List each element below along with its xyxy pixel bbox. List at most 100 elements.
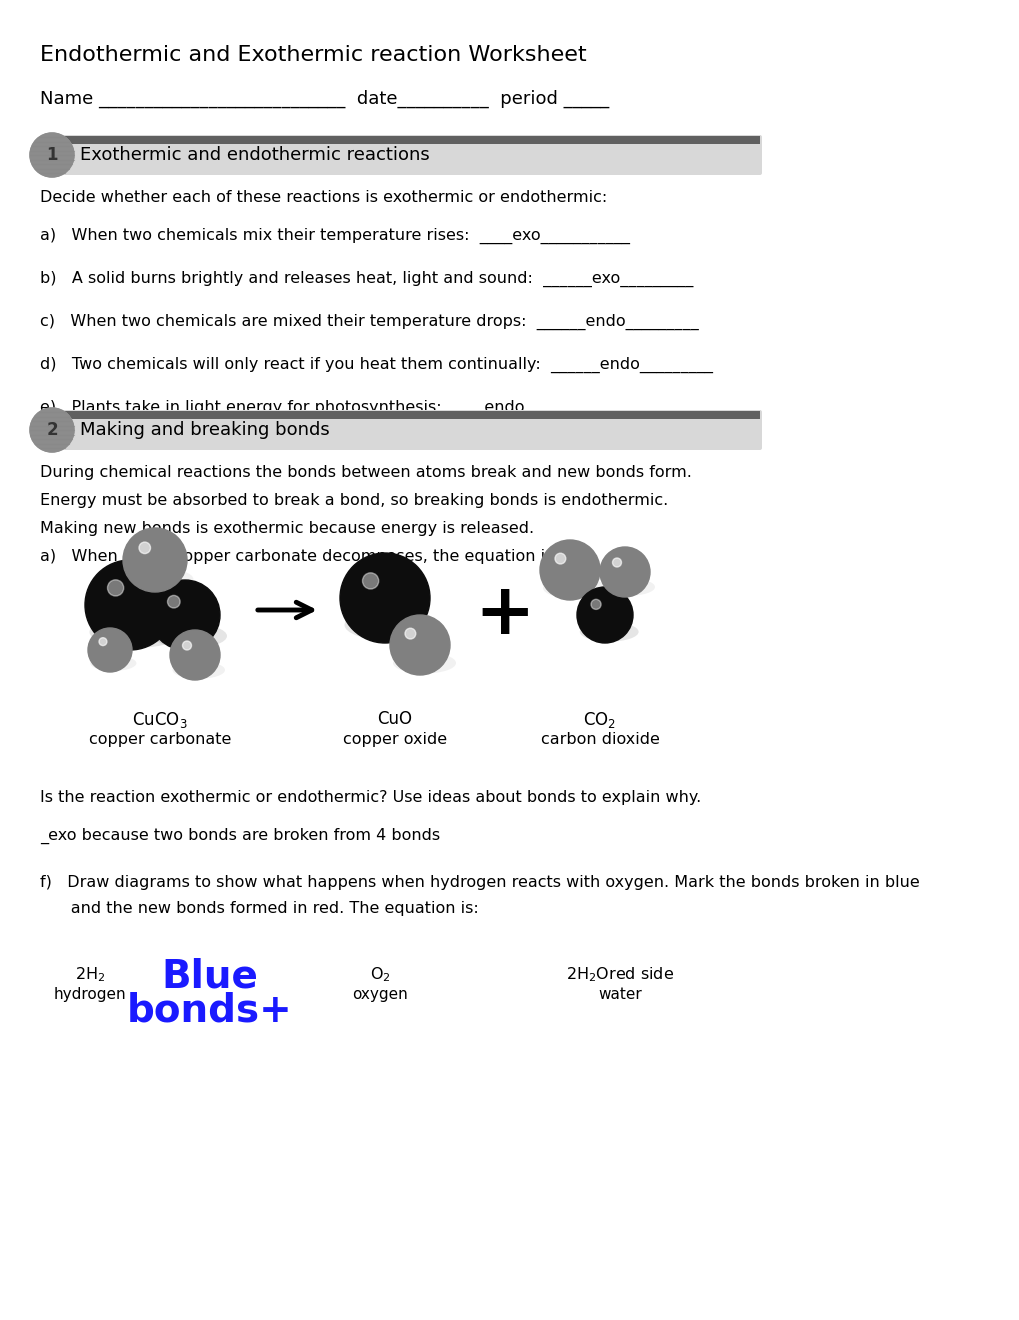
Circle shape <box>88 564 171 645</box>
Circle shape <box>165 595 201 631</box>
Circle shape <box>32 135 72 176</box>
Circle shape <box>140 545 165 570</box>
Circle shape <box>183 644 202 663</box>
Circle shape <box>92 566 167 642</box>
Circle shape <box>160 590 207 638</box>
Circle shape <box>373 586 387 601</box>
Circle shape <box>102 577 153 628</box>
Circle shape <box>582 591 626 636</box>
Text: water: water <box>597 987 641 1002</box>
Circle shape <box>415 640 418 643</box>
Circle shape <box>182 643 204 664</box>
Text: Making and breaking bonds: Making and breaking bonds <box>79 421 329 440</box>
Circle shape <box>556 557 578 578</box>
Circle shape <box>88 628 131 672</box>
Circle shape <box>157 587 210 640</box>
Circle shape <box>191 651 193 653</box>
Circle shape <box>90 565 169 644</box>
Circle shape <box>179 610 182 612</box>
Circle shape <box>190 649 196 655</box>
Circle shape <box>593 603 611 622</box>
Circle shape <box>552 553 583 583</box>
Circle shape <box>138 543 168 573</box>
Ellipse shape <box>344 610 438 640</box>
Circle shape <box>565 565 568 568</box>
Circle shape <box>585 595 622 632</box>
Circle shape <box>582 593 625 635</box>
Circle shape <box>561 562 572 572</box>
Circle shape <box>47 425 53 432</box>
Circle shape <box>591 602 613 624</box>
Circle shape <box>171 632 217 677</box>
Circle shape <box>116 591 135 610</box>
Circle shape <box>121 597 128 603</box>
Circle shape <box>545 545 593 593</box>
Circle shape <box>610 558 635 582</box>
Circle shape <box>616 565 627 574</box>
Circle shape <box>97 638 120 660</box>
Circle shape <box>106 647 108 648</box>
Circle shape <box>94 634 125 665</box>
Circle shape <box>178 639 209 669</box>
Circle shape <box>405 628 416 639</box>
Circle shape <box>93 632 126 667</box>
Circle shape <box>46 424 55 433</box>
Circle shape <box>119 595 130 606</box>
Circle shape <box>339 553 430 643</box>
Circle shape <box>555 556 579 579</box>
Circle shape <box>393 619 444 669</box>
Circle shape <box>96 636 122 663</box>
Circle shape <box>99 638 107 645</box>
Text: f)   Draw diagrams to show what happens when hydrogen reacts with oxygen. Mark t: f) Draw diagrams to show what happens wh… <box>40 875 919 890</box>
Circle shape <box>557 558 577 577</box>
Circle shape <box>609 557 637 585</box>
Text: e)   Plants take in light energy for photosynthesis:  ____endo___________: e) Plants take in light energy for photo… <box>40 400 613 416</box>
Circle shape <box>410 635 424 649</box>
Text: During chemical reactions the bonds between atoms break and new bonds form.: During chemical reactions the bonds betw… <box>40 465 691 480</box>
Circle shape <box>364 577 399 612</box>
Circle shape <box>100 640 117 657</box>
Circle shape <box>177 607 185 615</box>
Circle shape <box>182 642 192 649</box>
Circle shape <box>546 546 591 591</box>
Text: b)   A solid burns brightly and releases heat, light and sound:  ______exo______: b) A solid burns brightly and releases h… <box>40 271 693 288</box>
Text: 2H$_2$Ored side: 2H$_2$Ored side <box>566 965 674 983</box>
Circle shape <box>600 611 602 612</box>
Text: CuO: CuO <box>377 710 412 729</box>
Circle shape <box>174 635 214 675</box>
Circle shape <box>139 544 167 572</box>
Circle shape <box>93 568 165 640</box>
Text: 1: 1 <box>46 147 58 164</box>
Circle shape <box>34 412 69 447</box>
Circle shape <box>172 632 216 677</box>
Circle shape <box>128 533 179 585</box>
Circle shape <box>600 548 648 595</box>
Circle shape <box>98 573 159 634</box>
Text: copper carbonate: copper carbonate <box>89 733 231 747</box>
Circle shape <box>564 564 569 569</box>
Circle shape <box>181 642 205 665</box>
Circle shape <box>171 631 219 678</box>
Circle shape <box>397 623 440 665</box>
Circle shape <box>621 568 623 570</box>
Circle shape <box>39 417 62 441</box>
Circle shape <box>110 585 143 618</box>
Circle shape <box>105 645 110 651</box>
Circle shape <box>46 149 55 157</box>
Circle shape <box>177 638 210 671</box>
Circle shape <box>151 581 218 648</box>
Circle shape <box>189 648 197 656</box>
Circle shape <box>365 578 397 611</box>
Circle shape <box>168 598 197 627</box>
Circle shape <box>180 640 207 667</box>
Circle shape <box>404 628 432 657</box>
Text: +: + <box>474 581 535 649</box>
Circle shape <box>166 597 200 630</box>
Circle shape <box>581 591 628 638</box>
Circle shape <box>589 599 616 627</box>
Text: carbon dioxide: carbon dioxide <box>540 733 659 747</box>
Circle shape <box>376 590 383 597</box>
Circle shape <box>599 546 649 597</box>
Circle shape <box>133 539 174 579</box>
Circle shape <box>33 136 70 174</box>
